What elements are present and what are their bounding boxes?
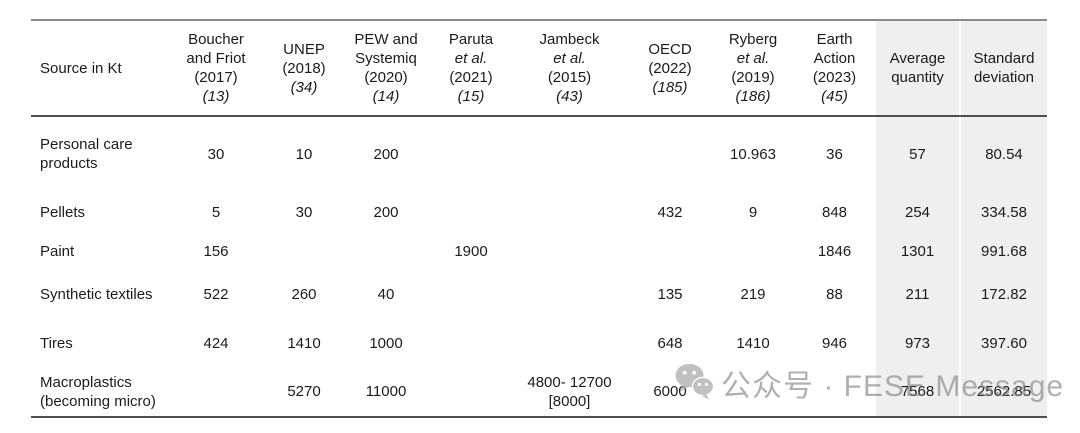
cell [713, 367, 793, 418]
cell [266, 233, 342, 269]
plastic-sources-table: Source in Kt Boucher and Friot (2017) (1… [31, 19, 1047, 418]
col-header-ryberg: Ryberg et al. (2019) (186) [713, 19, 793, 117]
cell [430, 269, 512, 319]
cell [166, 367, 266, 418]
cell: 88 [826, 285, 843, 303]
cell: 6000 [627, 367, 713, 418]
cell-stddev: 80.54 [959, 116, 1047, 191]
cell: 522 [203, 285, 229, 303]
cell: 1410 [736, 334, 770, 352]
cell-average: 57 [876, 116, 960, 191]
cell [512, 233, 627, 269]
cell-stddev: 397.60 [959, 319, 1047, 367]
col-header-paruta: Paruta et al. (2021) (15) [430, 19, 512, 117]
header-row: Source in Kt Boucher and Friot (2017) (1… [31, 19, 1047, 117]
row-label: Macroplastics (becoming micro) [31, 367, 166, 418]
cell [430, 191, 512, 233]
cell [342, 233, 430, 269]
cell: 5 [211, 203, 221, 221]
cell-stddev: 334.58 [959, 191, 1047, 233]
cell: 1410 [287, 334, 321, 352]
sources-table-wrapper: Source in Kt Boucher and Friot (2017) (1… [31, 19, 1047, 418]
ref-number: (13) [202, 88, 230, 105]
col-header-source: Source in Kt [31, 19, 166, 117]
ref-number: (185) [652, 78, 688, 96]
table-row-synthetic-textiles: Synthetic textiles 522 260 40 135 219 88… [31, 269, 1047, 319]
cell [430, 116, 512, 191]
row-label: Paint [40, 242, 75, 260]
table-row-paint: Paint 156 1900 1846 1301 991.68 [31, 233, 1047, 269]
ref-number: (14) [372, 88, 400, 105]
cell [430, 367, 512, 418]
cell: 9 [748, 203, 758, 221]
ref-number: (43) [556, 88, 583, 105]
cell-average: 1301 [876, 233, 960, 269]
row-label: Pellets [40, 203, 86, 221]
cell [512, 191, 627, 233]
cell: 432 [657, 203, 683, 221]
cell [793, 367, 876, 418]
cell-average: 973 [876, 319, 960, 367]
col-header-unep: UNEP (2018) (34) [266, 19, 342, 117]
row-label: Tires [40, 334, 73, 352]
col-header-stddev: Standard deviation [959, 19, 1047, 117]
cell-stddev: 2562.85 [959, 367, 1047, 418]
cell [512, 269, 627, 319]
col-header-pew: PEW and Systemiq (2020) (14) [342, 19, 430, 117]
cell: 848 [821, 203, 848, 221]
row-label: Personal care products [40, 136, 133, 172]
cell: 1846 [817, 242, 852, 260]
et-al-label: et al. [553, 50, 586, 67]
ref-number: (186) [735, 88, 771, 105]
cell: 200 [373, 145, 399, 163]
cell [713, 233, 793, 269]
cell: 5270 [266, 367, 342, 418]
row-label: Synthetic textiles [40, 285, 153, 303]
cell: 30 [207, 145, 225, 163]
cell: 946 [821, 334, 848, 352]
cell: 648 [657, 334, 683, 352]
cell [512, 116, 627, 191]
col-header-earth-action: Earth Action (2023) (45) [793, 19, 876, 117]
cell: 36 [826, 145, 843, 163]
cell-average: 7568 [876, 367, 960, 418]
cell: 424 [203, 334, 229, 352]
col-header-oecd: OECD (2022) (185) [627, 19, 713, 117]
ref-number: (34) [290, 78, 318, 96]
et-al-label: et al. [454, 50, 488, 67]
cell: 4800- 12700 [8000] [512, 367, 627, 418]
cell: 219 [740, 285, 766, 303]
ref-number: (45) [821, 88, 848, 105]
table-row-pellets: Pellets 5 30 200 432 9 848 254 334.58 [31, 191, 1047, 233]
table-row-macroplastics: Macroplastics (becoming micro) 5270 1100… [31, 367, 1047, 418]
ref-number: (15) [457, 88, 485, 105]
cell-average: 254 [876, 191, 960, 233]
cell [627, 233, 713, 269]
table-row-personal-care: Personal care products 30 10 200 10.963 … [31, 116, 1047, 191]
cell-average: 211 [876, 269, 960, 319]
col-header-boucher: Boucher and Friot (2017) (13) [166, 19, 266, 117]
cell: 200 [373, 203, 399, 221]
cell: 40 [377, 285, 395, 303]
cell: 135 [657, 285, 683, 303]
cell: 30 [295, 203, 313, 221]
cell [512, 319, 627, 367]
cell-stddev: 991.68 [959, 233, 1047, 269]
source-header-label: Source in Kt [40, 59, 122, 77]
cell: 11000 [342, 367, 430, 418]
cell-stddev: 172.82 [959, 269, 1047, 319]
cell: 156 [203, 242, 229, 260]
cell [430, 319, 512, 367]
cell: 10 [295, 145, 313, 163]
cell: 1000 [369, 334, 403, 352]
table-row-tires: Tires 424 1410 1000 648 1410 946 973 397… [31, 319, 1047, 367]
col-header-average: Average quantity [876, 19, 960, 117]
col-header-jambeck: Jambeck et al. (2015) (43) [512, 19, 627, 117]
cell: 10.963 [730, 145, 776, 163]
cell: 260 [291, 285, 317, 303]
et-al-label: et al. [736, 50, 770, 67]
cell: 1900 [454, 242, 488, 260]
cell [627, 116, 713, 191]
